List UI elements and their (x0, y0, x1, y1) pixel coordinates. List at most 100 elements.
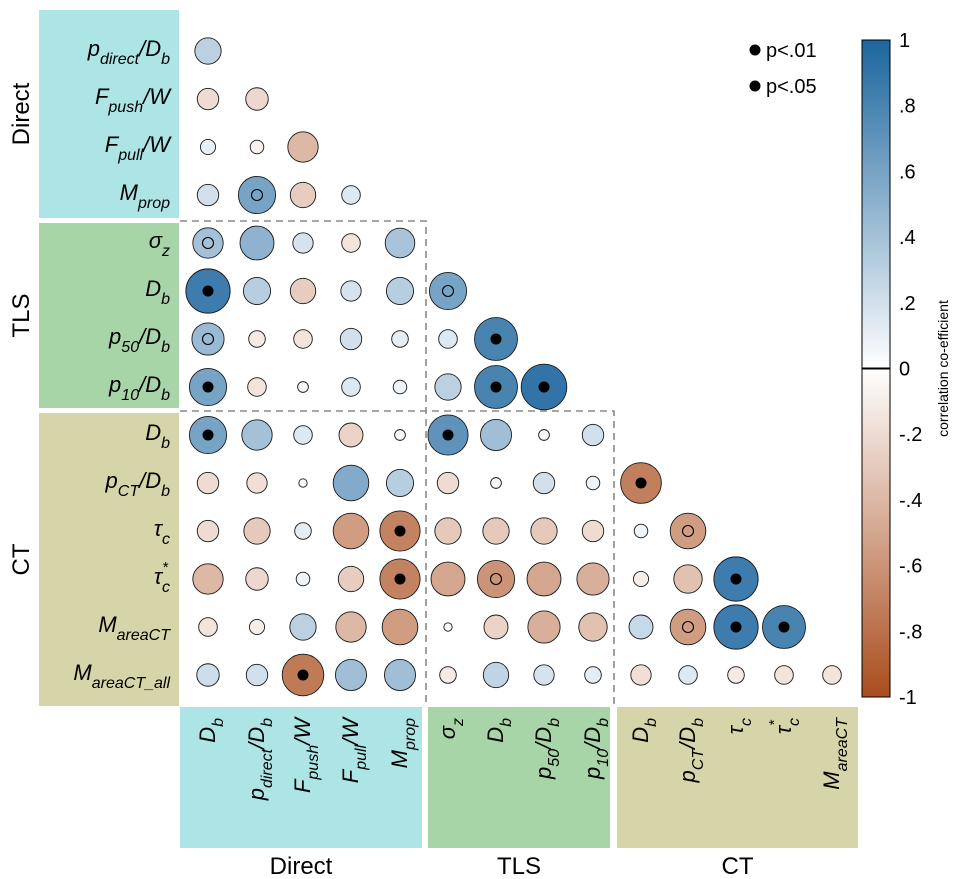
row-label-2: Fpull/W (105, 132, 172, 164)
cell-circle-r12-c9 (628, 614, 654, 640)
cell-circle-r12-c3 (335, 611, 367, 643)
row-group-bg-ct (39, 413, 179, 706)
row-label-10: τc (154, 516, 170, 548)
row-label-6: p50/Db (108, 324, 170, 356)
row-group-label-tls: TLS (8, 293, 35, 337)
cell-circle-r5-c1 (242, 276, 272, 306)
col-label-13: MareaCT (819, 717, 851, 790)
row-group-label-direct: Direct (8, 82, 35, 145)
colorbar-tick-7: -.4 (899, 490, 922, 512)
cell-circle-r10-c8 (581, 519, 605, 543)
cell-sig-p01-r5-c0 (202, 285, 214, 297)
cell-circle-r8-c8 (581, 423, 605, 447)
colorbar-tick-5: 0 (899, 359, 910, 381)
cell-circle-r6-c3 (339, 327, 363, 351)
col-group-label-direct: Direct (270, 853, 333, 879)
cell-circle-r12-c6 (483, 614, 509, 640)
cell-sig-p01-r8-c5 (442, 429, 454, 441)
cell-sig-p05-r11-c6 (489, 572, 503, 586)
significance-legend: p<.01 p<.05 (749, 40, 817, 98)
col-label-7: p50/Db (531, 718, 563, 780)
col-label-0: Db (195, 718, 227, 743)
row-label-9: pCT/Db (105, 468, 171, 500)
cell-circle-r12-c10 (669, 608, 707, 646)
row-label-1: Fpush/W (95, 84, 172, 116)
cell-circle-r9-c2 (298, 478, 308, 488)
cell-circle-r10-c7 (530, 517, 558, 545)
cell-sig-p01-r12-c12 (778, 621, 790, 633)
col-label-6: Db (483, 718, 515, 743)
row-group-bg-tls (39, 223, 179, 408)
cell-sig-p05-r5-c5 (441, 284, 455, 298)
cell-circle-r2-c2 (287, 131, 319, 163)
colorbar-tick-6: -.2 (899, 424, 922, 446)
col-label-3: Fpull/W (338, 716, 370, 783)
cell-circle-r13-c8 (584, 666, 602, 684)
group-labels: Direct TLS CT Direct TLS CT (8, 82, 754, 879)
colorbar-tick-2: .6 (899, 161, 916, 183)
cell-circle-r12-c1 (248, 618, 266, 636)
cell-circle-r8-c3 (338, 422, 364, 448)
cell-circle-r13-c1 (245, 663, 269, 687)
colorbar-tick-3: .4 (899, 227, 916, 249)
row-group-label-ct: CT (8, 543, 35, 575)
cell-circle-r6-c1 (248, 330, 266, 348)
col-label-9: Db (628, 718, 660, 743)
group-backgrounds (39, 10, 858, 848)
col-label-12: τ* c (766, 718, 803, 734)
cell-circle-r5-c2 (289, 277, 317, 305)
row-label-5: Db (145, 276, 170, 308)
colorbar-tick-0: 1 (899, 30, 910, 52)
dashed-box-tls (180, 410, 615, 706)
cell-circle-r10-c9 (633, 523, 649, 539)
legend-marker-1 (749, 80, 761, 92)
col-group-label-ct: CT (722, 853, 754, 879)
row-label-0: pdirect/Db (87, 36, 170, 68)
cell-circle-r9-c7 (532, 471, 556, 495)
cell-circle-r7-c1 (247, 377, 267, 397)
cell-circle-r6-c0 (191, 322, 225, 356)
cell-circle-r13-c9 (630, 664, 652, 686)
cell-circle-r4-c4 (384, 227, 416, 259)
colorbar-tick-9: -.8 (899, 621, 922, 643)
cell-circle-r11-c1 (245, 567, 269, 591)
cell-circle-r9-c0 (196, 471, 220, 495)
group-dashed-boxes (180, 220, 615, 706)
cell-circle-r8-c6 (480, 419, 513, 452)
cell-sig-p05-r3-c1 (250, 188, 264, 202)
cell-circle-r12-c5 (443, 622, 453, 632)
column-labels: Db pdirect/Db Fpush/W Fpull/W Mprop σz Db p50/D… (195, 716, 851, 802)
cell-circle-r9-c3 (332, 464, 370, 502)
cell-circle-r11-c2 (295, 571, 311, 587)
cell-sig-p01-r7-c6 (490, 381, 502, 393)
row-label-12: MareaCT (98, 612, 171, 644)
cell-sig-p01-r8-c0 (202, 429, 214, 441)
row-group-bg-direct (39, 10, 179, 218)
cell-circle-r0-c0 (194, 37, 222, 65)
cell-circle-r11-c0 (192, 563, 224, 595)
cell-circle-r6-c4 (391, 330, 409, 348)
row-labels: pdirect/Db Fpush/W Fpull/W Mprop σz Db p50/Db p… (73, 36, 172, 692)
cell-circle-r13-c10 (678, 665, 698, 685)
cell-circle-r8-c4 (394, 429, 406, 441)
cell-sig-p01-r13-c2 (297, 669, 309, 681)
cell-circle-r7-c2 (297, 381, 309, 393)
cell-circle-r3-c2 (289, 181, 317, 209)
colorbar: 1 .8 .6 .4 .2 0 -.2 -.4 -.6 -.8 -1 correlation co-e… (861, 30, 951, 709)
col-label-4: Mprop (387, 718, 419, 768)
cell-circle-r1-c0 (196, 87, 220, 111)
cell-circle-r2-c1 (249, 139, 265, 155)
col-label-8: p10/Db (580, 718, 612, 780)
cell-circle-r2-c0 (199, 138, 217, 156)
cell-circle-r8-c1 (241, 419, 273, 451)
cell-circle-r9-c6 (490, 477, 502, 489)
cell-circle-r12-c7 (527, 610, 561, 644)
cell-circle-r8-c7 (538, 429, 550, 441)
cell-sig-p01-r12-c11 (730, 621, 742, 633)
cell-circle-r10-c5 (434, 517, 462, 545)
cell-sig-p01-r11-c11 (730, 573, 742, 585)
cell-circle-r10-c0 (196, 519, 220, 543)
cell-circle-r5-c3 (340, 280, 362, 302)
cell-circle-r13-c7 (533, 664, 555, 686)
cell-circle-r4-c1 (239, 225, 275, 261)
